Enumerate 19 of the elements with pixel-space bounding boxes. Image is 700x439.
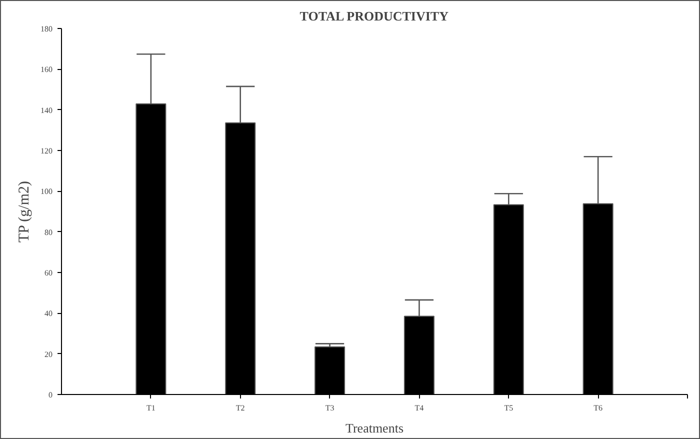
x-tick-label: T5 [504, 404, 514, 412]
y-axis-title: TP (g/m2) [16, 181, 32, 243]
y-tick-label: 20 [44, 350, 52, 359]
y-tick-label: 140 [40, 106, 52, 115]
y-tick-label: 40 [44, 309, 52, 318]
x-tick-label: T4 [414, 404, 424, 412]
y-tick-label: 160 [40, 65, 52, 74]
x-axis-title: Treatments [345, 420, 404, 436]
x-tick-label: T6 [594, 404, 603, 412]
x-tick-label: T1 [146, 404, 156, 412]
y-tick-label: 0 [48, 390, 52, 400]
y-tick-label: 180 [40, 24, 52, 34]
y-tick-label: 80 [44, 228, 52, 237]
y-tick-label: 60 [44, 268, 52, 278]
chart-title: TOTAL PRODUCTIVITY [300, 8, 450, 24]
x-tick-label: T2 [236, 404, 245, 412]
y-tick-label: 100 [40, 187, 52, 196]
x-tick-label: T3 [325, 404, 334, 412]
y-tick-label: 120 [40, 146, 52, 156]
